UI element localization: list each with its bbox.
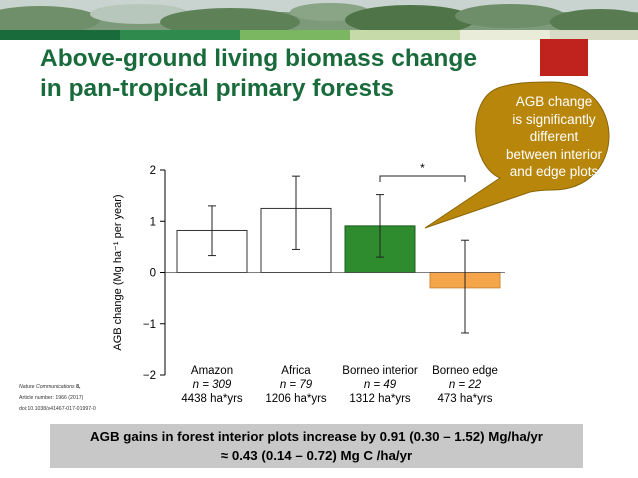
slide-title: Above-ground living biomass change in pa… [40,44,477,104]
category-label: Borneo edge [432,365,498,377]
y-tick-label: 1 [150,216,156,228]
callout-line-4: between interior [505,146,603,162]
category-label: Amazon [191,365,233,377]
significance-bracket [379,175,466,182]
callout-line-5: and edge plots [509,164,599,179]
citation-doi: doi:10.1038/s41467-017-01997-0 [19,406,96,412]
sample-size-label: n = 22 [449,379,482,391]
significance-star: * [420,161,425,175]
citation-journal: Nature Communications [19,384,75,390]
forest-banner-image [0,0,638,30]
slide-title-line-2: in pan-tropical primary forests [40,75,394,102]
effort-label: 1312 ha*yrs [349,393,411,405]
sample-size-label: n = 309 [193,379,232,391]
summary-line-2: ≈ 0.43 (0.14 – 0.72) Mg C /ha/yr [220,448,413,463]
citation-article: Article number: 1966 (2017) [19,395,84,401]
sample-size-label: n = 49 [364,379,397,391]
y-axis-label: AGB change (Mg ha⁻¹ per year) [112,194,124,350]
y-tick-label: 2 [150,165,156,177]
effort-label: 473 ha*yrs [438,393,493,405]
callout-line-2: is significantly [512,111,596,127]
effort-label: 4438 ha*yrs [181,393,243,405]
y-tick-label: −1 [143,319,156,331]
citation: Nature Communications 8, Article number:… [19,382,96,415]
slide-title-line-1: Above-ground living biomass change [40,45,477,72]
callout-bubble [424,81,610,229]
callout-line-3: different [529,129,579,144]
summary-line-1: AGB gains in forest interior plots incre… [90,429,543,444]
effort-label: 1206 ha*yrs [265,393,327,405]
category-label: Africa [281,365,311,377]
sample-size-label: n = 79 [280,379,313,391]
callout-text: AGB change is significantly different be… [490,93,618,181]
summary-box: AGB gains in forest interior plots incre… [50,424,583,468]
accent-red-square [540,39,588,76]
citation-journal-line: Nature Communications 8, [19,382,96,393]
category-label: Borneo interior [342,365,418,377]
citation-volume: 8, [74,384,81,390]
color-stripe [0,30,638,40]
y-tick-label: 0 [150,268,156,280]
callout-line-1: AGB change [515,94,593,109]
y-tick-label: −2 [143,370,156,382]
